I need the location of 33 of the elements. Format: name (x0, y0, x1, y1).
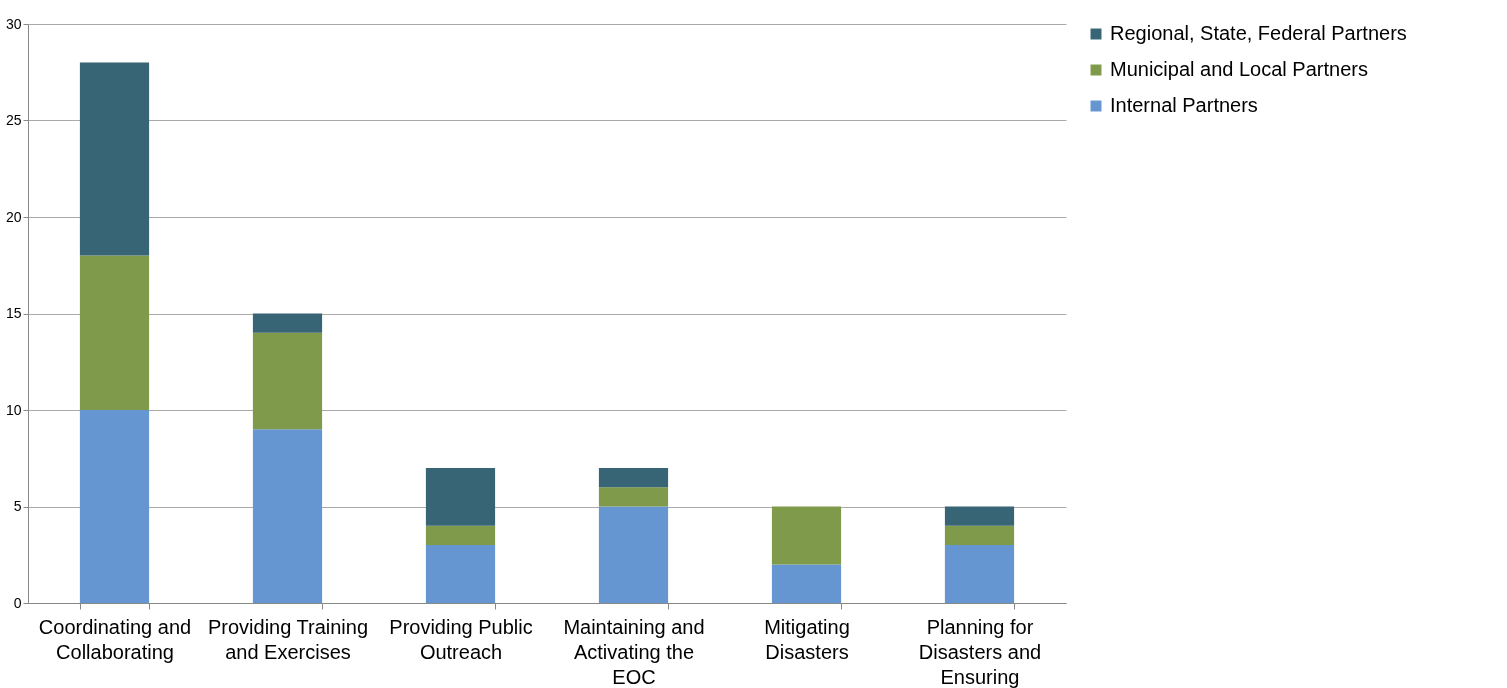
x-tick-label: Providing Public Outreach (389, 615, 533, 663)
y-tick-label: 10 (5, 401, 22, 418)
x-tick-label: Planning for Disasters and Ensuring (918, 615, 1042, 688)
bar (771, 506, 842, 565)
bar (252, 332, 323, 430)
bar (425, 467, 496, 526)
bar (79, 255, 150, 410)
legend-label: Municipal and Local Partners (1110, 58, 1368, 80)
bar (771, 564, 842, 603)
y-tick-label: 30 (5, 15, 22, 32)
y-tick-label: 15 (5, 305, 22, 321)
y-tick-label: 0 (13, 594, 22, 611)
bar (944, 525, 1015, 546)
bar (252, 429, 323, 603)
bar (425, 545, 496, 603)
x-tick-label: Coordinating and Collaborating (38, 615, 192, 663)
y-tick-label: 5 (13, 498, 22, 514)
x-tick-label: Mitigating Disasters (764, 615, 850, 663)
bar (252, 313, 323, 333)
y-tick-label: 25 (5, 112, 22, 128)
bar (425, 525, 496, 546)
bar (79, 410, 150, 603)
legend-label: Internal Partners (1110, 94, 1258, 116)
legend-label: Regional, State, Federal Partners (1110, 22, 1407, 44)
x-tick-label: Providing Training and Exercises (207, 615, 369, 663)
y-tick-label: 20 (5, 208, 22, 225)
bar (598, 467, 669, 488)
bar (598, 506, 669, 603)
x-tick-label: Maintaining and Activating the EOC (563, 615, 705, 688)
bar (944, 506, 1015, 526)
bar (79, 62, 150, 256)
bar (598, 487, 669, 507)
bar (944, 545, 1015, 603)
